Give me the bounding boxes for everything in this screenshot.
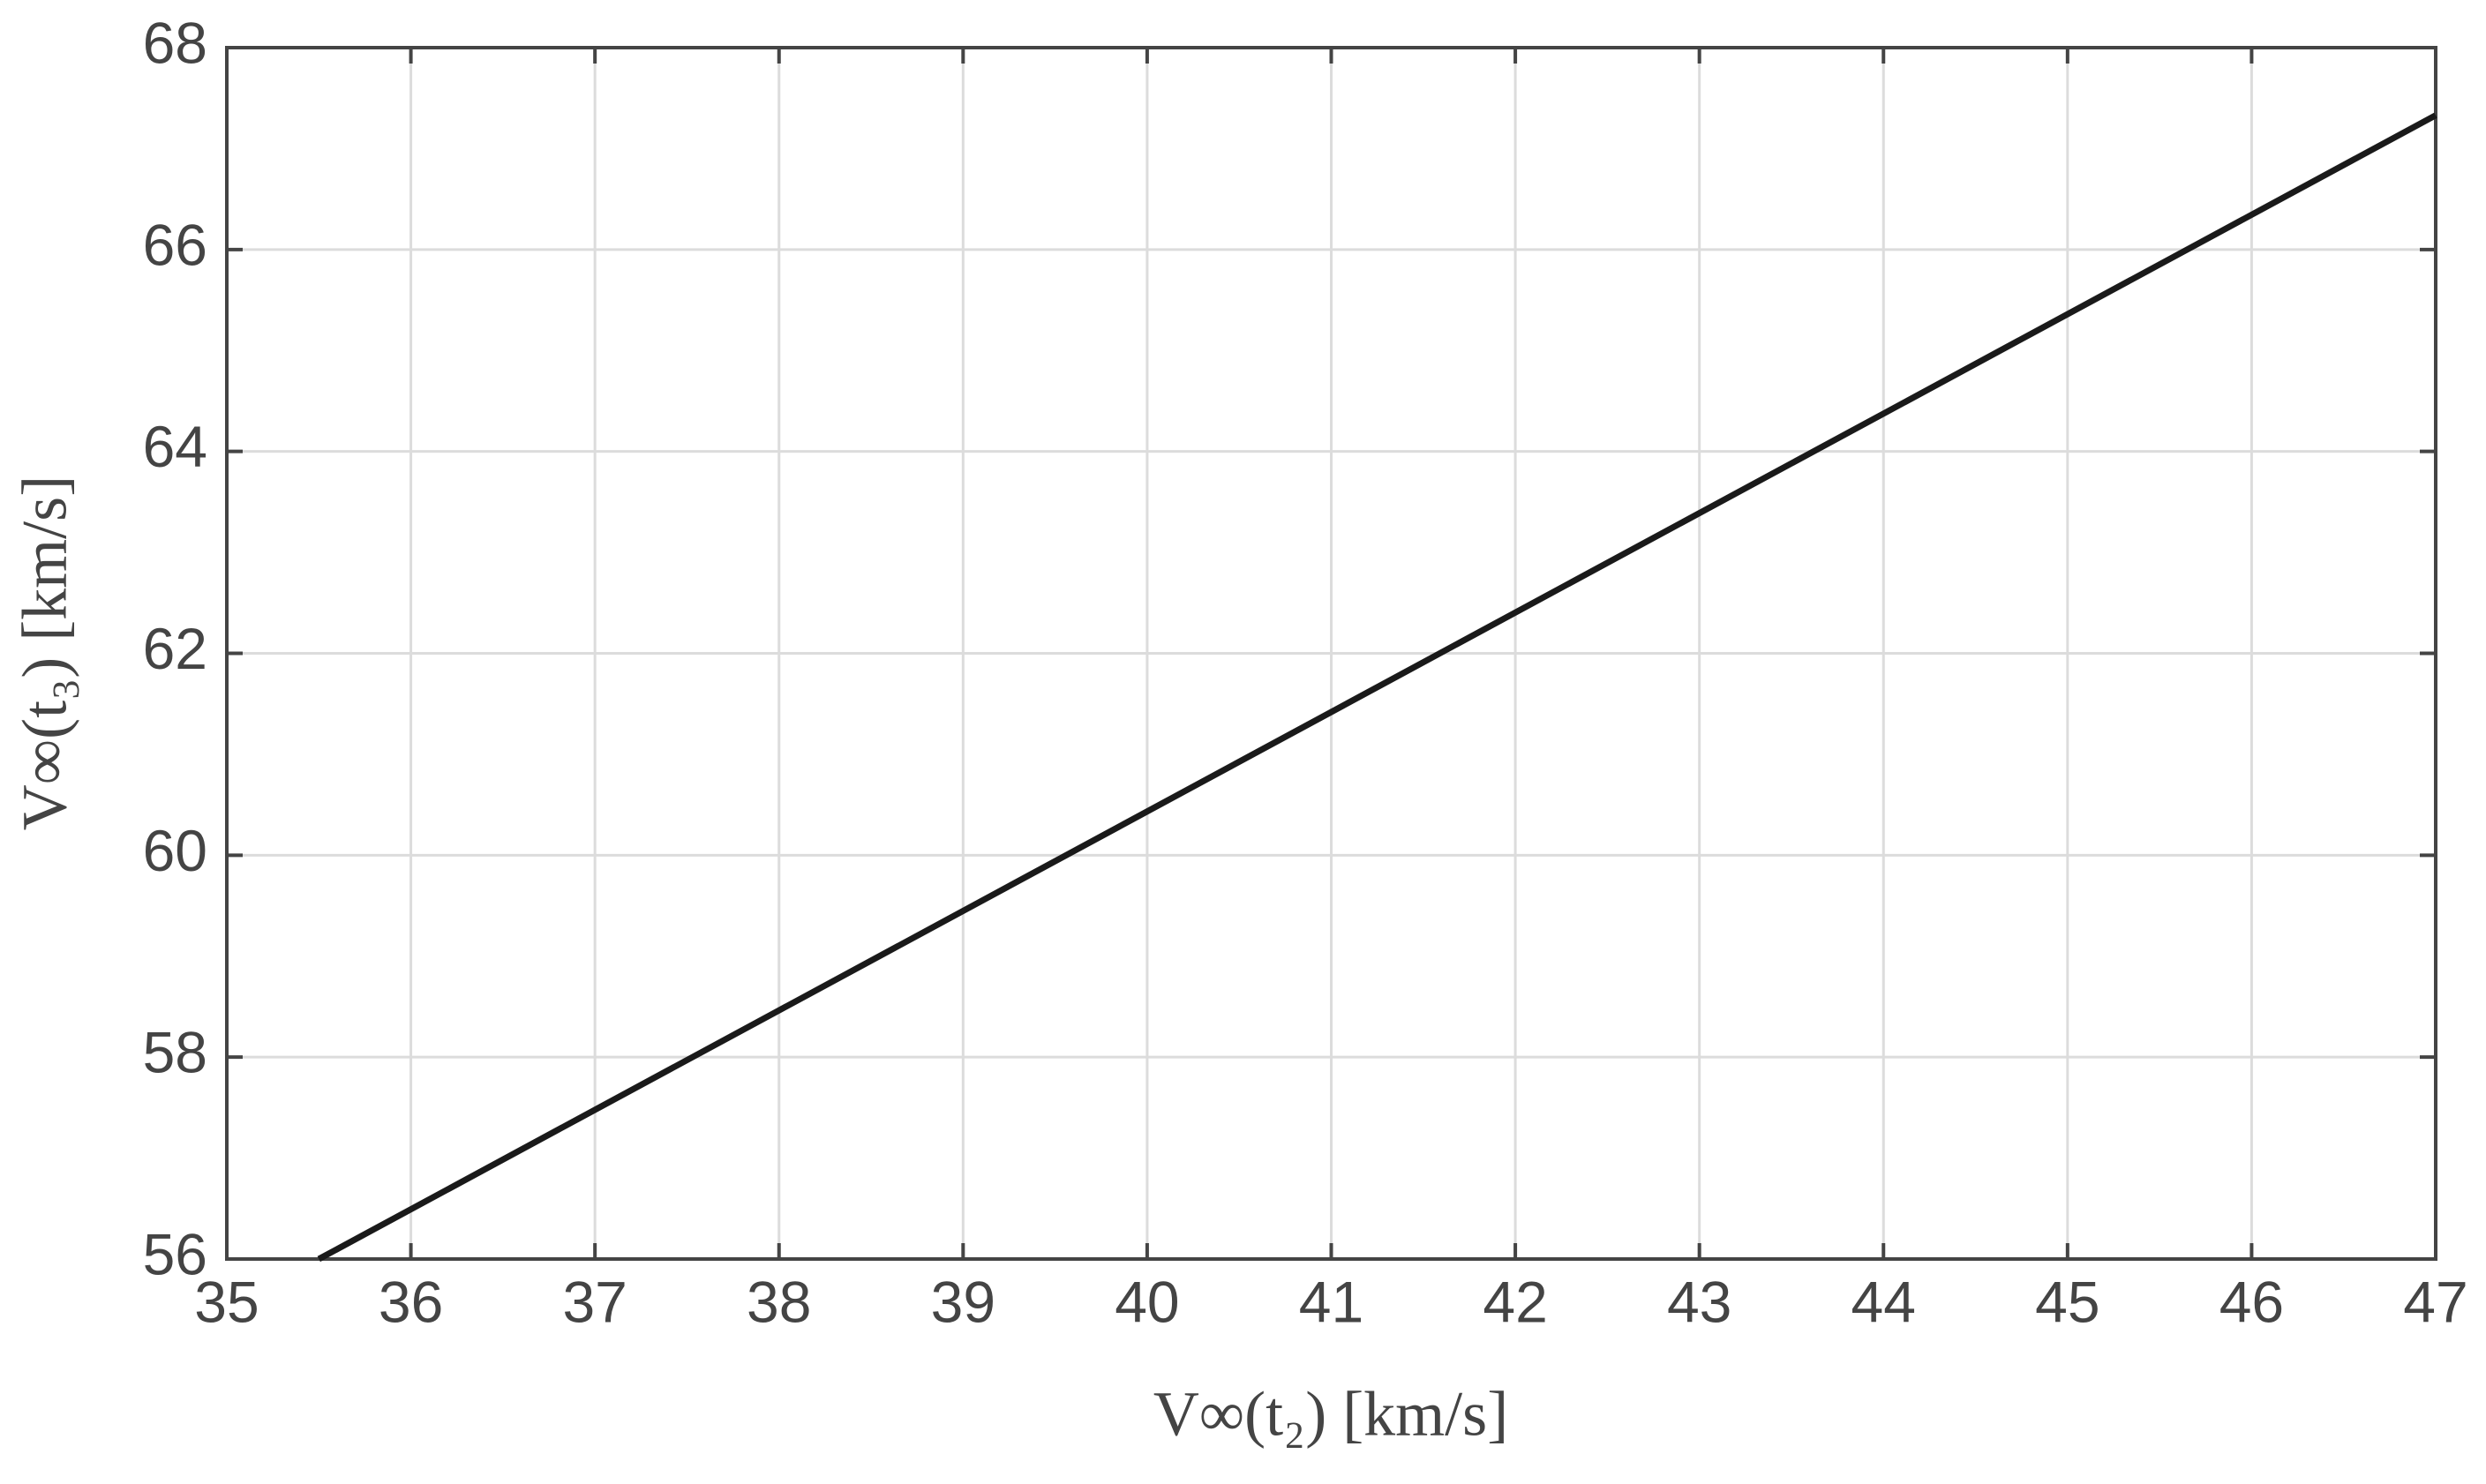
plot-frame bbox=[225, 46, 2437, 1261]
x-tick-label: 43 bbox=[1667, 1269, 1731, 1334]
y-axis-label: V∞(t₃) [km/s] bbox=[10, 476, 80, 830]
x-tick-label: 47 bbox=[2403, 1269, 2467, 1334]
data-line bbox=[317, 112, 2437, 1263]
x-tick-label: 41 bbox=[1299, 1269, 1363, 1334]
x-tick-label: 37 bbox=[562, 1269, 627, 1334]
x-tick-label: 45 bbox=[2035, 1269, 2099, 1334]
x-tick-label: 44 bbox=[1851, 1269, 1916, 1334]
x-tick-label: 40 bbox=[1115, 1269, 1179, 1334]
x-tick-label: 38 bbox=[747, 1269, 811, 1334]
y-tick-label: 60 bbox=[143, 818, 207, 883]
y-tick-label: 62 bbox=[143, 616, 207, 681]
x-axis-label: V∞(t₂) [km/s] bbox=[1153, 1379, 1508, 1450]
x-tick-label: 35 bbox=[194, 1269, 259, 1334]
y-tick-label: 64 bbox=[143, 414, 207, 479]
y-tick-label: 58 bbox=[143, 1020, 207, 1085]
y-tick-label: 56 bbox=[143, 1221, 207, 1286]
y-tick-label: 68 bbox=[143, 10, 207, 75]
x-tick-label: 39 bbox=[931, 1269, 995, 1334]
x-tick-label: 42 bbox=[1483, 1269, 1547, 1334]
y-tick-label: 66 bbox=[143, 212, 207, 277]
x-tick-label: 36 bbox=[379, 1269, 443, 1334]
x-tick-label: 46 bbox=[2219, 1269, 2284, 1334]
